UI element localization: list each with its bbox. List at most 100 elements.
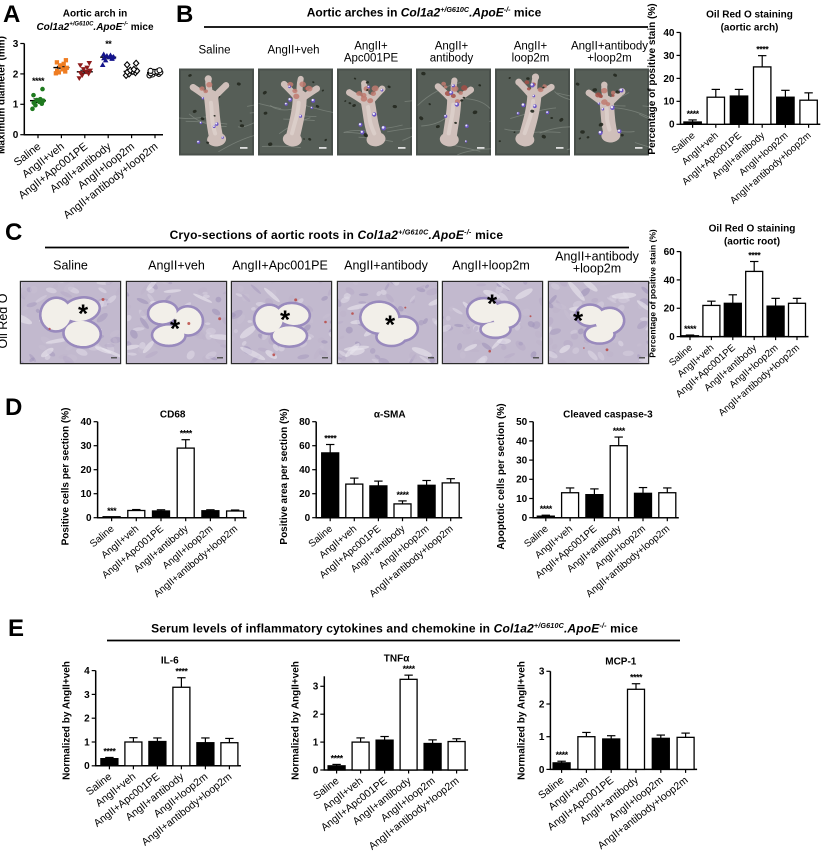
svg-text:0: 0: [669, 332, 675, 343]
svg-text:****: ****: [403, 664, 416, 674]
svg-text:*: *: [78, 299, 89, 329]
svg-text:*: *: [487, 289, 498, 319]
svg-text:AngII+: AngII+: [514, 40, 548, 52]
svg-text:3: 3: [84, 690, 90, 701]
svg-text:AngII+Apc001PE: AngII+Apc001PE: [232, 259, 328, 273]
svg-text:Normalized by AngII+veh: Normalized by AngII+veh: [62, 661, 73, 780]
svg-text:0: 0: [669, 120, 675, 131]
svg-text:AngII+antibody: AngII+antibody: [344, 259, 428, 273]
svg-text:Apoptotic cells per section (%: Apoptotic cells per section (%): [496, 403, 507, 549]
svg-text:**: **: [105, 39, 112, 49]
svg-text:+loop2m: +loop2m: [587, 52, 631, 64]
svg-text:0: 0: [13, 130, 19, 141]
svg-text:*: *: [170, 314, 181, 344]
svg-text:antibody: antibody: [430, 52, 474, 64]
svg-text:20: 20: [80, 465, 92, 476]
svg-text:Col1a2+/G610C.ApoE-/- mice: Col1a2+/G610C.ApoE-/- mice: [36, 22, 154, 34]
svg-text:30: 30: [80, 441, 92, 452]
svg-text:0: 0: [86, 513, 92, 524]
svg-text:Aortic arches in Col1a2+/G610C: Aortic arches in Col1a2+/G610C.ApoE-/- m…: [307, 5, 542, 20]
svg-text:2: 2: [539, 699, 545, 710]
svg-text:0: 0: [522, 513, 528, 524]
svg-text:20: 20: [664, 304, 676, 315]
svg-text:D: D: [5, 394, 22, 421]
svg-text:****: ****: [32, 76, 45, 86]
svg-text:Saline: Saline: [199, 45, 231, 57]
svg-text:4: 4: [84, 666, 90, 677]
svg-text:0: 0: [313, 765, 319, 776]
svg-text:Serum levels of inflammatory c: Serum levels of inflammatory cytokines a…: [151, 621, 638, 636]
svg-text:E: E: [8, 615, 24, 642]
svg-text:30: 30: [516, 456, 528, 467]
svg-text:80: 80: [299, 417, 311, 428]
svg-text:*: *: [385, 310, 396, 340]
svg-text:AngII+antibody: AngII+antibody: [555, 249, 639, 263]
svg-text:10: 10: [663, 97, 675, 108]
svg-text:0: 0: [84, 761, 90, 772]
svg-text:B: B: [176, 1, 193, 28]
svg-text:****: ****: [630, 673, 643, 683]
svg-text:****: ****: [540, 504, 553, 514]
svg-text:Cleaved caspase-3: Cleaved caspase-3: [563, 410, 653, 421]
svg-text:60: 60: [664, 247, 676, 258]
svg-text:Maximum diameter (mm): Maximum diameter (mm): [0, 36, 8, 154]
svg-text:****: ****: [331, 753, 344, 763]
svg-text:2: 2: [84, 714, 90, 725]
svg-text:****: ****: [613, 426, 626, 436]
svg-text:3: 3: [13, 39, 19, 50]
svg-text:A: A: [3, 1, 20, 28]
svg-text:C: C: [5, 219, 22, 246]
svg-text:(aortic arch): (aortic arch): [721, 23, 779, 34]
svg-text:30: 30: [663, 51, 675, 62]
svg-text:***: ***: [107, 506, 117, 516]
svg-text:3: 3: [539, 667, 545, 678]
svg-text:****: ****: [684, 324, 697, 334]
svg-text:50: 50: [516, 417, 528, 428]
svg-text:1: 1: [84, 737, 90, 748]
svg-text:IL-6: IL-6: [161, 656, 179, 667]
svg-text:Aortic arch in: Aortic arch in: [63, 9, 127, 20]
svg-text:2: 2: [313, 710, 319, 721]
svg-text:1: 1: [539, 732, 545, 743]
svg-text:AngII+: AngII+: [435, 40, 469, 52]
svg-text:AngII+loop2m: AngII+loop2m: [452, 259, 529, 273]
svg-text:Normalized by AngII+veh: Normalized by AngII+veh: [290, 661, 301, 780]
svg-text:Positive area per section (%): Positive area per section (%): [279, 408, 290, 544]
svg-text:α-SMA: α-SMA: [374, 410, 406, 421]
svg-text:(aortic root): (aortic root): [724, 237, 780, 248]
svg-text:****: ****: [556, 750, 569, 760]
svg-text:****: ****: [756, 45, 769, 55]
svg-text:40: 40: [664, 275, 676, 286]
svg-text:10: 10: [80, 489, 92, 500]
svg-text:****: ****: [687, 109, 700, 119]
svg-text:20: 20: [663, 74, 675, 85]
svg-text:Saline: Saline: [53, 259, 88, 273]
svg-text:2: 2: [13, 69, 19, 80]
svg-text:Oil Red O staining: Oil Red O staining: [706, 10, 793, 21]
svg-text:1: 1: [313, 738, 319, 749]
svg-text:AngII+veh: AngII+veh: [148, 259, 205, 273]
svg-text:****: ****: [180, 429, 193, 439]
svg-text:0: 0: [539, 765, 545, 776]
svg-text:40: 40: [80, 417, 92, 428]
svg-text:AngII+antibody: AngII+antibody: [571, 40, 648, 52]
svg-text:*: *: [280, 305, 291, 335]
svg-text:loop2m: loop2m: [512, 52, 550, 64]
svg-text:****: ****: [396, 490, 409, 500]
svg-text:40: 40: [663, 28, 675, 39]
svg-text:****: ****: [175, 667, 188, 677]
svg-text:Apc001PE: Apc001PE: [344, 52, 399, 64]
svg-text:AngII+veh: AngII+veh: [267, 45, 319, 57]
svg-text:AngII+: AngII+: [354, 40, 388, 52]
svg-text:60: 60: [299, 441, 311, 452]
svg-text:10: 10: [516, 494, 528, 505]
svg-text:Positive cells per section (%): Positive cells per section (%): [61, 408, 72, 546]
svg-text:*: *: [573, 306, 584, 336]
svg-text:Oil Red O staining: Oil Red O staining: [709, 224, 796, 235]
svg-text:Cryo-sections of aortic roots: Cryo-sections of aortic roots in Col1a2+…: [170, 228, 504, 243]
svg-text:Normalized by AngII+veh: Normalized by AngII+veh: [516, 661, 527, 780]
svg-text:****: ****: [748, 250, 761, 260]
svg-text:0: 0: [305, 513, 311, 524]
svg-text:3: 3: [313, 682, 319, 693]
svg-text:Oil Red O: Oil Red O: [0, 293, 10, 348]
